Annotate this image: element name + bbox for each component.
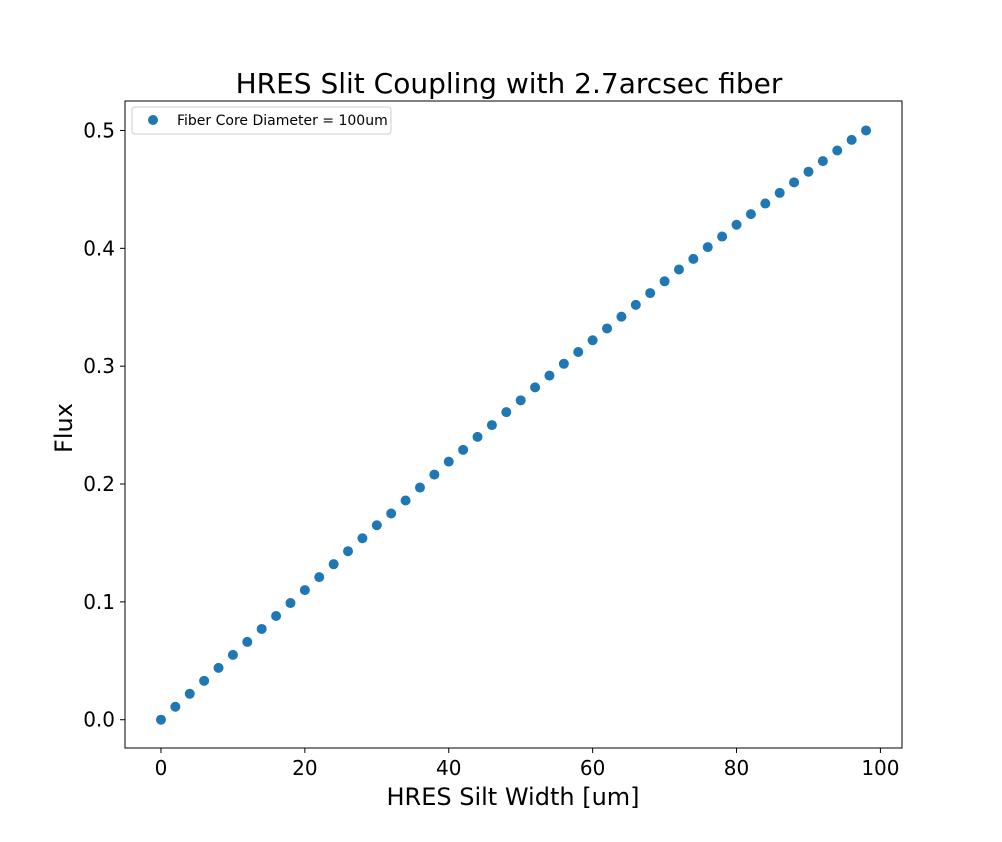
data-point bbox=[630, 299, 641, 310]
data-point bbox=[501, 407, 512, 418]
y-tick-label: 0.2 bbox=[83, 472, 115, 496]
data-point bbox=[429, 469, 440, 480]
x-tick-label: 80 bbox=[724, 756, 749, 780]
data-point bbox=[515, 395, 526, 406]
plot-area bbox=[124, 100, 903, 749]
data-point bbox=[443, 456, 454, 467]
y-tick-label: 0.3 bbox=[83, 354, 115, 378]
data-point bbox=[702, 242, 713, 253]
data-point bbox=[271, 611, 282, 622]
data-point bbox=[227, 649, 238, 660]
y-axis: 0.0 0.1 0.2 0.3 0.4 0.5 bbox=[83, 118, 125, 732]
x-axis: 0 20 40 60 80 100 bbox=[155, 748, 900, 780]
y-tick-label: 0.1 bbox=[83, 590, 115, 614]
data-point bbox=[343, 546, 354, 557]
data-point bbox=[256, 623, 267, 634]
data-point bbox=[817, 156, 828, 167]
data-point bbox=[371, 520, 382, 531]
data-point bbox=[645, 288, 656, 299]
data-point bbox=[616, 311, 627, 322]
legend-box bbox=[131, 106, 392, 135]
data-point bbox=[558, 358, 569, 369]
data-point bbox=[213, 662, 224, 673]
data-point bbox=[299, 585, 310, 596]
data-point bbox=[688, 253, 699, 264]
data-point bbox=[458, 444, 469, 455]
data-point bbox=[673, 264, 684, 275]
data-point bbox=[530, 382, 541, 393]
y-tick-label: 0.4 bbox=[83, 236, 115, 260]
x-tick-label: 60 bbox=[580, 756, 605, 780]
legend: Fiber Core Diameter = 100um bbox=[131, 106, 392, 135]
data-point bbox=[760, 198, 771, 209]
data-point bbox=[155, 714, 166, 725]
data-point bbox=[357, 533, 368, 544]
data-point bbox=[386, 508, 397, 519]
y-axis-title: Flux bbox=[50, 403, 78, 453]
legend-marker bbox=[148, 115, 158, 125]
y-tick-label: 0.5 bbox=[83, 118, 115, 142]
x-tick-label: 40 bbox=[436, 756, 461, 780]
data-point bbox=[789, 177, 800, 188]
data-point bbox=[285, 598, 296, 609]
data-point bbox=[717, 231, 728, 242]
chart-title: HRES Slit Coupling with 2.7arcsec fiber bbox=[236, 67, 783, 100]
x-tick-label: 20 bbox=[292, 756, 317, 780]
data-point bbox=[745, 209, 756, 220]
data-point bbox=[803, 166, 814, 177]
y-tick-label: 0.0 bbox=[83, 708, 115, 732]
data-point bbox=[472, 431, 483, 442]
data-point bbox=[328, 559, 339, 570]
data-point bbox=[731, 219, 742, 230]
data-point bbox=[573, 347, 584, 358]
data-point bbox=[314, 572, 325, 583]
data-point bbox=[199, 675, 210, 686]
legend-label: Fiber Core Diameter = 100um bbox=[177, 113, 388, 129]
data-point bbox=[486, 420, 497, 431]
data-point bbox=[414, 482, 425, 493]
data-point bbox=[846, 134, 857, 145]
x-tick-label: 0 bbox=[155, 756, 168, 780]
data-point bbox=[170, 701, 181, 712]
data-point bbox=[544, 370, 555, 381]
data-point bbox=[659, 276, 670, 287]
data-point bbox=[602, 323, 613, 334]
data-point bbox=[774, 187, 785, 198]
x-axis-title: HRES Silt Width [um] bbox=[386, 783, 639, 811]
data-point bbox=[587, 335, 598, 346]
data-point bbox=[400, 495, 411, 506]
scatter-points bbox=[155, 125, 872, 725]
data-point bbox=[242, 636, 253, 647]
data-point bbox=[184, 688, 195, 699]
x-tick-label: 100 bbox=[861, 756, 899, 780]
data-point bbox=[832, 145, 843, 156]
data-point bbox=[861, 125, 872, 136]
